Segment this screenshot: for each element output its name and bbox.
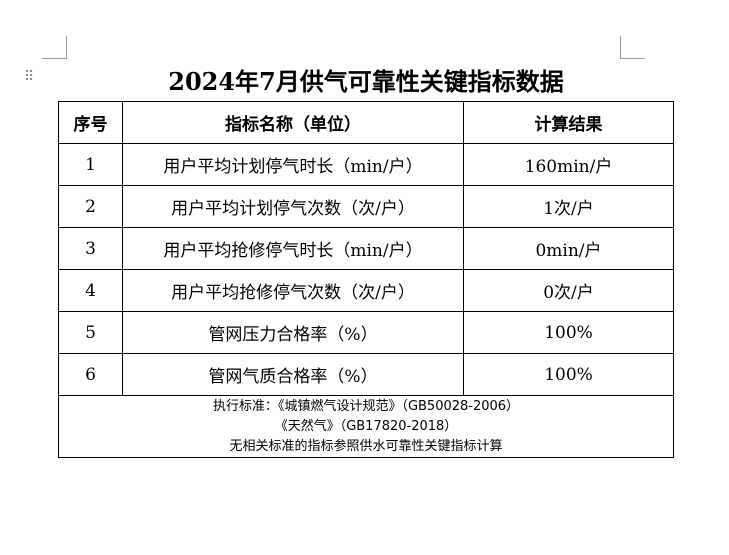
row-result: 0次/户 (463, 269, 674, 312)
row-result: 0min/户 (463, 227, 674, 270)
row-index: 5 (58, 311, 123, 354)
row-indicator-name: 用户平均计划停气次数（次/户） (122, 185, 464, 228)
document-title: 2024年7月供气可靠性关键指标数据 (168, 67, 564, 96)
table-note: 执行标准：《城镇燃气设计规范》（GB50028-2006） 《天然气》（GB17… (58, 395, 674, 458)
table-note-row: 执行标准：《城镇燃气设计规范》（GB50028-2006） 《天然气》（GB17… (58, 395, 674, 458)
row-indicator-name: 用户平均计划停气时长（min/户） (122, 143, 464, 186)
table-header-row: 序号 指标名称（单位） 计算结果 (58, 101, 674, 144)
table-row: 2 用户平均计划停气次数（次/户） 1次/户 (58, 185, 674, 228)
table-row: 3 用户平均抢修停气时长（min/户） 0min/户 (58, 227, 674, 270)
header-result: 计算结果 (463, 101, 674, 144)
row-index: 2 (58, 185, 123, 228)
note-reference-line: 无相关标准的指标参照供水可靠性关键指标计算 (229, 438, 503, 454)
page-corner-mark-top-right (620, 36, 645, 59)
indicator-table: 序号 指标名称（单位） 计算结果 1 用户平均计划停气时长（min/户） 160… (58, 101, 674, 458)
row-index: 6 (58, 353, 123, 396)
row-index: 1 (58, 143, 123, 186)
row-indicator-name: 用户平均抢修停气次数（次/户） (122, 269, 464, 312)
table-row: 4 用户平均抢修停气次数（次/户） 0次/户 (58, 269, 674, 312)
table-row: 6 管网气质合格率（%） 100% (58, 353, 674, 396)
row-result: 1次/户 (463, 185, 674, 228)
row-index: 3 (58, 227, 123, 270)
drag-handle-icon[interactable]: ⠿ (24, 69, 34, 85)
row-result: 100% (463, 353, 674, 396)
note-standard-line: 《天然气》（GB17820-2018） (274, 418, 458, 434)
note-standard-line: 执行标准：《城镇燃气设计规范》（GB50028-2006） (212, 398, 520, 414)
row-result: 160min/户 (463, 143, 674, 186)
row-indicator-name: 管网气质合格率（%） (122, 353, 464, 396)
row-indicator-name: 用户平均抢修停气时长（min/户） (122, 227, 464, 270)
table-row: 1 用户平均计划停气时长（min/户） 160min/户 (58, 143, 674, 186)
table-row: 5 管网压力合格率（%） 100% (58, 311, 674, 354)
header-index: 序号 (58, 101, 123, 144)
row-index: 4 (58, 269, 123, 312)
header-indicator-name: 指标名称（单位） (122, 101, 464, 144)
row-indicator-name: 管网压力合格率（%） (122, 311, 464, 354)
row-result: 100% (463, 311, 674, 354)
page-corner-mark-top-left (42, 36, 67, 59)
